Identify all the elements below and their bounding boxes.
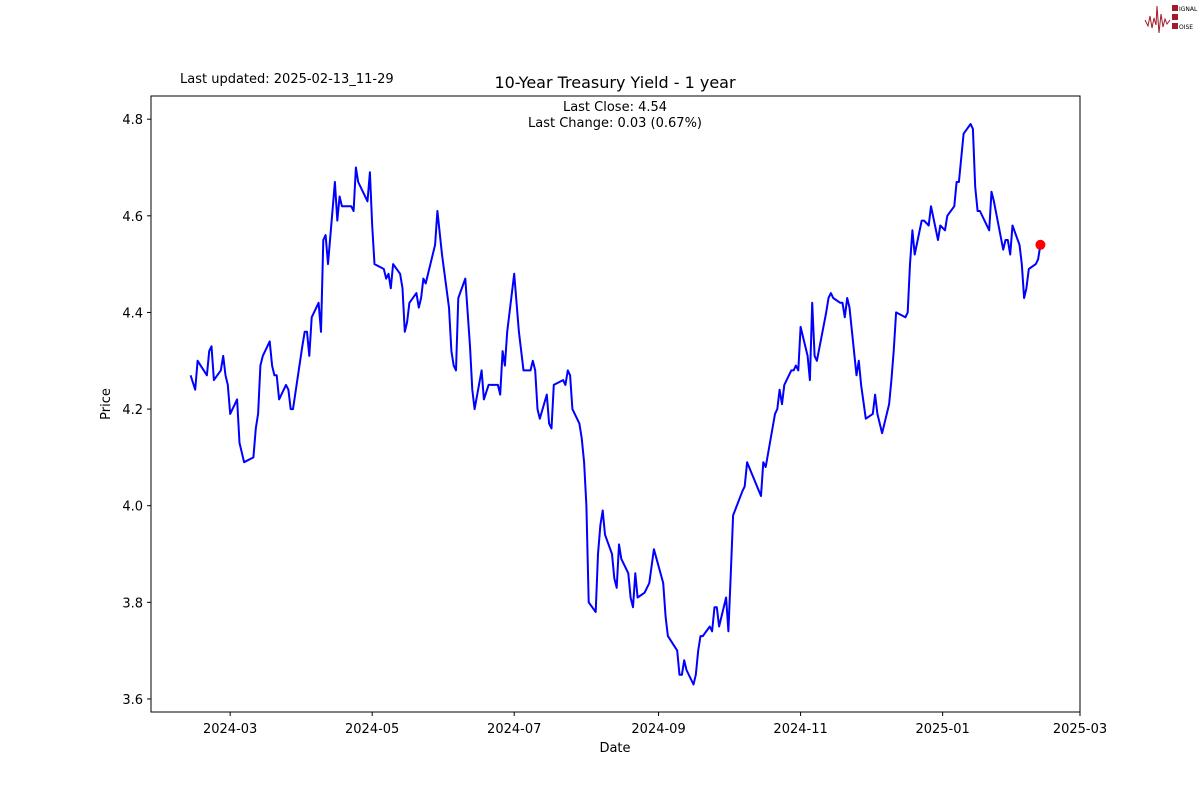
x-tick-label: 2025-01 bbox=[915, 722, 969, 737]
logo: IGNAL OISE bbox=[1144, 5, 1198, 34]
logo-waveform-icon bbox=[1144, 5, 1171, 34]
plot-area bbox=[150, 95, 1081, 713]
x-tick-label: 2024-09 bbox=[631, 722, 685, 737]
y-tick-label: 4.0 bbox=[122, 500, 143, 515]
y-tick-label: 4.8 bbox=[122, 113, 143, 128]
svg-text:IGNAL: IGNAL bbox=[1179, 6, 1198, 13]
series-line bbox=[189, 123, 1042, 686]
x-axis-label: Date bbox=[599, 741, 630, 756]
x-tick-label: 2024-05 bbox=[345, 722, 399, 737]
x-tick-label: 2024-03 bbox=[203, 722, 257, 737]
y-tick-label: 3.8 bbox=[122, 596, 143, 611]
last-close-annotation: Last Close: 4.54 bbox=[563, 100, 667, 115]
x-tick-label: 2025-03 bbox=[1053, 722, 1107, 737]
y-tick-label: 4.2 bbox=[122, 403, 143, 418]
y-tick-label: 4.6 bbox=[122, 210, 143, 225]
last-updated-label: Last updated: 2025-02-13_11-29 bbox=[180, 72, 394, 87]
svg-text:OISE: OISE bbox=[1179, 24, 1193, 31]
last-change-annotation: Last Change: 0.03 (0.67%) bbox=[528, 116, 702, 131]
x-tick-label: 2024-07 bbox=[487, 722, 541, 737]
y-axis-label: Price bbox=[99, 388, 114, 420]
chart-title: 10-Year Treasury Yield - 1 year bbox=[494, 73, 736, 92]
x-axis: 2024-03 2024-05 2024-07 2024-09 2024-11 2025-… bbox=[203, 712, 1107, 737]
x-tick-label: 2024-11 bbox=[773, 722, 827, 737]
y-axis: 3.6 3.8 4.0 4.2 4.4 4.6 4.8 bbox=[122, 113, 151, 708]
y-tick-label: 3.6 bbox=[122, 693, 143, 708]
y-tick-label: 4.4 bbox=[122, 306, 143, 321]
last-point-marker bbox=[1035, 239, 1046, 250]
